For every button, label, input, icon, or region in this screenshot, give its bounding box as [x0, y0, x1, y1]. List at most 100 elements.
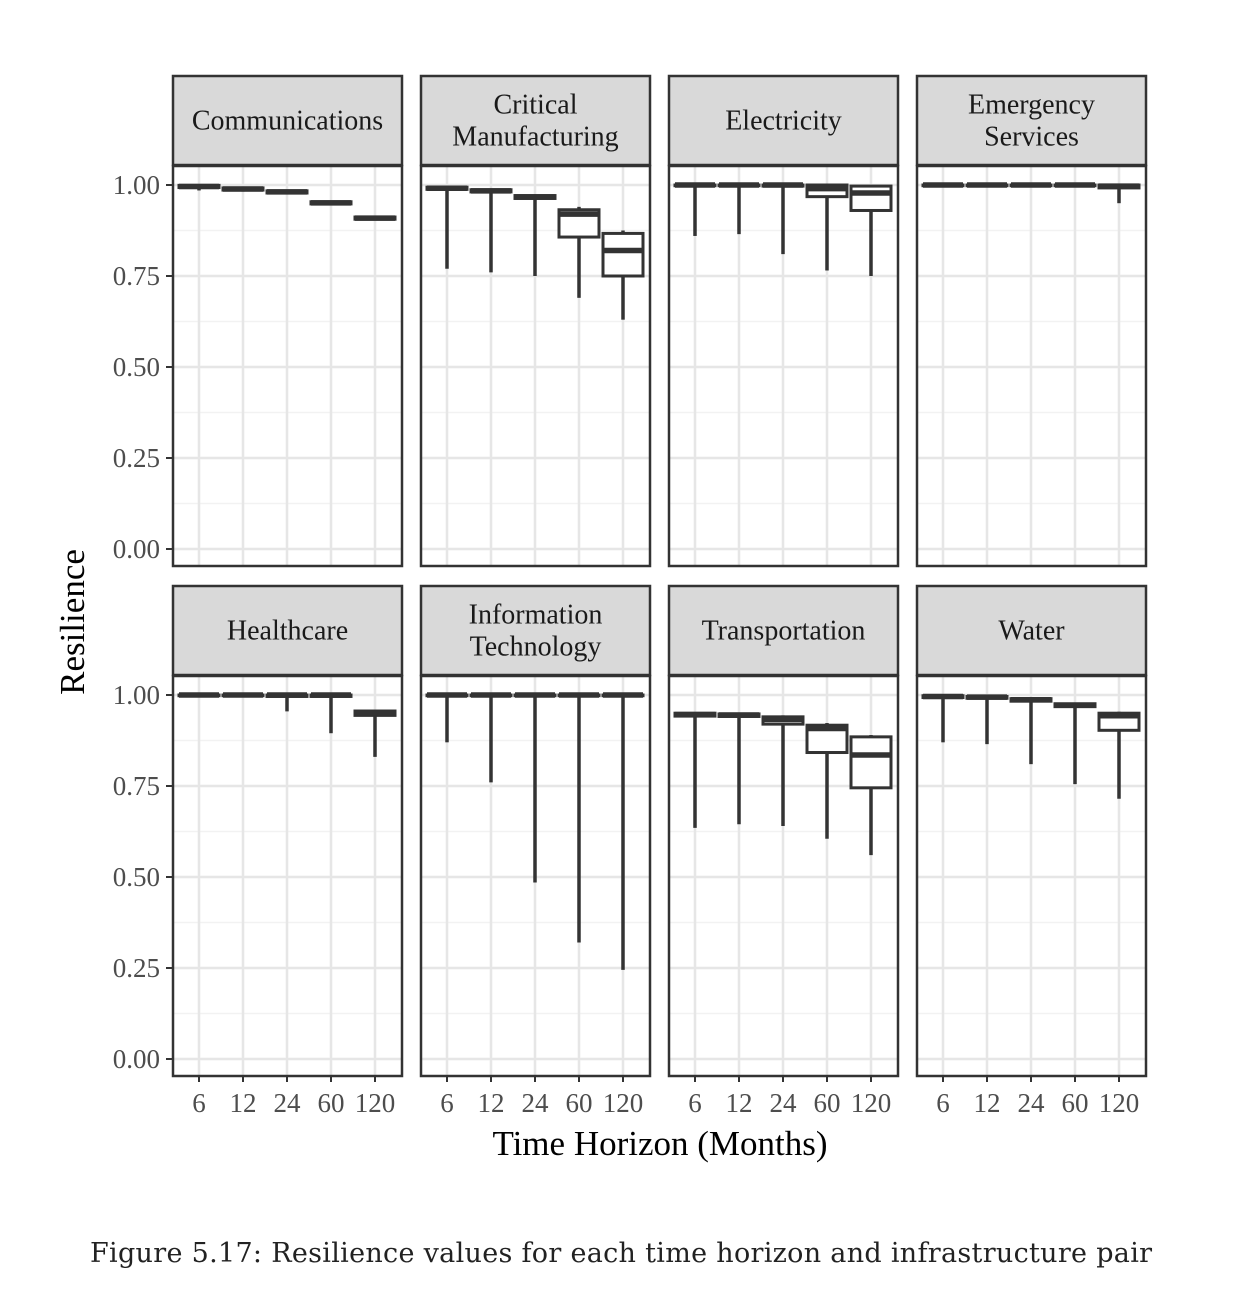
box-60: [557, 692, 601, 943]
facet-title-line: Electricity: [725, 106, 842, 137]
box-60: [1053, 702, 1097, 785]
box-24: [265, 692, 309, 712]
facet-panel: Water 6 12 24 60 120: [915, 584, 1148, 1118]
x-tick-label: 24: [274, 1088, 302, 1118]
facet-title-line: Critical: [494, 90, 578, 121]
x-tick-label: 24: [522, 1088, 550, 1118]
box-6: [673, 182, 717, 236]
y-axis-title: Resilience: [53, 549, 92, 695]
box-60: [1053, 182, 1097, 188]
box-iqr: [601, 231, 645, 278]
y-tick-label: 1.00: [113, 680, 160, 710]
facet-title-line: Transportation: [702, 616, 866, 647]
box-6: [673, 711, 717, 828]
box-120: [1097, 183, 1141, 204]
box-120: [849, 184, 893, 276]
x-tick-label: 24: [1018, 1088, 1046, 1118]
facet-title-line: Water: [998, 616, 1065, 647]
y-tick-label: 1.00: [113, 170, 160, 200]
facet-title-line: Manufacturing: [452, 122, 618, 153]
axes: 0.00 0.25 0.50 0.75 1.00 0.00 0.25 0.50 0.75 1.00: [113, 170, 173, 1074]
y-tick-label: 0.75: [113, 261, 160, 291]
y-tick-label: 0.50: [113, 352, 160, 382]
box-6: [425, 692, 469, 743]
facet-panel: Electricity: [667, 74, 900, 568]
facet-panel: Healthcare 6 12 24 60 120: [171, 584, 404, 1118]
box-6: [921, 693, 965, 743]
box-120: [849, 735, 893, 856]
box-12: [469, 692, 513, 783]
facet-title-line: Communications: [192, 106, 383, 137]
box-12: [717, 712, 761, 825]
box-60: [805, 723, 849, 839]
box-24: [761, 715, 805, 827]
x-tick-label: 12: [478, 1088, 505, 1118]
facet-strip: [171, 584, 404, 677]
box-60: [309, 200, 353, 206]
x-tick-label: 6: [440, 1088, 454, 1118]
box-6: [425, 185, 469, 269]
x-tick-label: 120: [1099, 1088, 1140, 1118]
y-tick-label: 0.75: [113, 771, 160, 801]
box-120: [353, 709, 397, 757]
facet-strip: [171, 74, 404, 167]
box-6: [921, 182, 965, 188]
y-tick-label: 0.00: [113, 1044, 160, 1074]
box-24: [265, 189, 309, 195]
figure-caption: Figure 5.17: Resilience values for each …: [90, 1238, 1153, 1269]
facet-strip: [419, 74, 652, 167]
facet-title-line: Technology: [470, 632, 602, 663]
facet-strip: [419, 584, 652, 677]
x-tick-label: 120: [603, 1088, 644, 1118]
x-tick-label: 60: [566, 1088, 593, 1118]
x-tick-label: 6: [192, 1088, 206, 1118]
y-tick-label: 0.25: [113, 443, 160, 473]
box-12: [965, 182, 1009, 188]
box-12: [965, 694, 1009, 745]
facet-strip: [667, 74, 900, 167]
y-tick-label: 0.00: [113, 534, 160, 564]
box-iqr: [849, 735, 893, 790]
box-6: [177, 692, 221, 698]
panel-border: [419, 164, 652, 568]
facet-title-line: Information: [469, 600, 603, 631]
facet-panel: Transportation 6 12 24 60 120: [667, 584, 900, 1118]
x-tick-label: 120: [355, 1088, 396, 1118]
x-tick-label: 60: [814, 1088, 841, 1118]
x-tick-label: 6: [936, 1088, 950, 1118]
x-tick-label: 120: [851, 1088, 892, 1118]
facet-title-line: Emergency: [968, 90, 1095, 121]
facet-title-line: Services: [984, 122, 1079, 153]
box-120: [601, 230, 645, 320]
box-24: [513, 194, 557, 276]
facet-strip: [667, 584, 900, 677]
box-60: [805, 183, 849, 271]
box-24: [513, 692, 557, 883]
x-tick-label: 60: [1062, 1088, 1089, 1118]
x-tick-label: 24: [770, 1088, 798, 1118]
x-tick-label: 12: [726, 1088, 753, 1118]
box-60: [309, 692, 353, 734]
y-tick-label: 0.50: [113, 862, 160, 892]
box-24: [761, 182, 805, 255]
box-12: [221, 692, 265, 698]
facet-panel: Communications: [171, 74, 404, 568]
x-tick-label: 12: [974, 1088, 1001, 1118]
x-axis-title: Time Horizon (Months): [492, 1124, 827, 1163]
box-24: [1009, 182, 1053, 188]
box-12: [221, 186, 265, 192]
x-tick-label: 60: [318, 1088, 345, 1118]
x-tick-label: 12: [230, 1088, 257, 1118]
facet-title-line: Healthcare: [227, 616, 348, 647]
box-120: [1097, 711, 1141, 799]
y-tick-label: 0.25: [113, 953, 160, 983]
box-120: [601, 692, 645, 970]
box-12: [469, 188, 513, 273]
panel-border: [667, 164, 900, 568]
box-12: [717, 182, 761, 235]
